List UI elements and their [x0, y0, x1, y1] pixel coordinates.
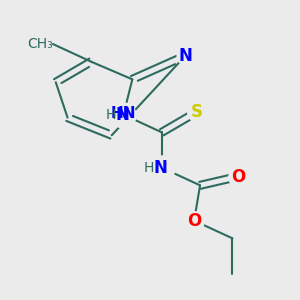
Text: N: N [178, 47, 192, 65]
Text: O: O [231, 167, 245, 185]
Text: O: O [187, 212, 201, 230]
Text: CH₃: CH₃ [27, 37, 53, 51]
Text: HN: HN [111, 106, 136, 121]
Text: N: N [115, 106, 129, 124]
Text: H: H [106, 108, 116, 122]
Text: S: S [191, 103, 203, 121]
Text: N: N [153, 159, 167, 177]
Text: H: H [144, 161, 154, 175]
